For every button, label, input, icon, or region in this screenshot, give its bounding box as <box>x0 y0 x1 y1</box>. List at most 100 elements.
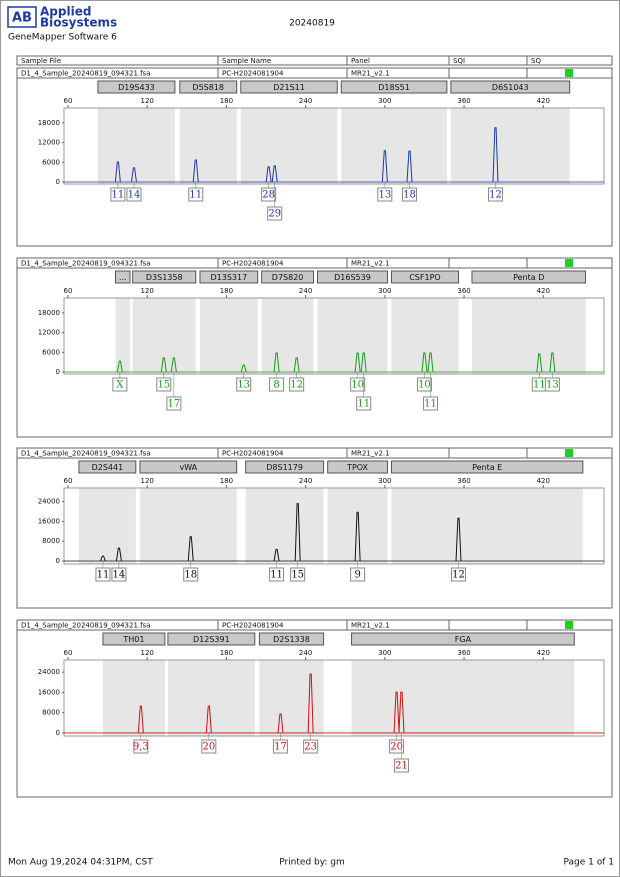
locus-box[interactable] <box>97 80 176 94</box>
peak <box>307 673 314 733</box>
locus-box[interactable] <box>199 270 259 284</box>
locus-box[interactable] <box>258 632 325 646</box>
peak <box>137 705 144 733</box>
column-name: Panel <box>351 57 370 65</box>
locus-box[interactable] <box>351 632 575 646</box>
y-tick-label: 0 <box>56 729 60 737</box>
allele-box[interactable] <box>416 377 432 392</box>
panel-sample-name: PC-H2024081904 <box>222 70 284 78</box>
allele-box[interactable] <box>393 758 409 773</box>
allele-box[interactable] <box>487 187 503 202</box>
allele-box[interactable] <box>389 739 405 754</box>
panel-panel: MR21_v2.1 <box>351 70 390 78</box>
y-tick-label: 6000 <box>42 158 60 166</box>
locus-box[interactable] <box>261 270 315 284</box>
locus-box[interactable] <box>240 80 338 94</box>
y-tick-label: 16000 <box>38 517 60 525</box>
locus-name: D6S1043 <box>492 83 529 92</box>
locus-box[interactable] <box>179 80 238 94</box>
peak <box>393 691 400 733</box>
locus-name: D18S51 <box>378 83 410 92</box>
bin-region <box>261 298 314 374</box>
allele-box[interactable] <box>267 206 283 221</box>
allele-box[interactable] <box>126 187 142 202</box>
peak <box>536 353 543 373</box>
panel-sample-file: D1_4_Sample_20240819_094321.fsa <box>21 622 151 630</box>
locus-box[interactable] <box>316 270 388 284</box>
bin-region <box>167 660 255 736</box>
allele-box[interactable] <box>451 567 467 582</box>
peak <box>115 547 122 562</box>
allele-box[interactable] <box>166 396 182 411</box>
allele-box[interactable] <box>402 187 418 202</box>
allele-box[interactable] <box>423 396 439 411</box>
allele-label: 17 <box>167 399 180 410</box>
allele-box[interactable] <box>290 567 306 582</box>
y-tick-label: 0 <box>56 557 60 565</box>
allele-box[interactable] <box>544 377 560 392</box>
column-name: Sample Name <box>222 57 271 65</box>
locus-box[interactable] <box>327 460 388 474</box>
sizing-quality <box>565 259 573 267</box>
locus-box[interactable] <box>167 632 256 646</box>
allele-box[interactable] <box>183 567 199 582</box>
x-tick-label: 120 <box>140 649 153 657</box>
allele-box[interactable] <box>110 187 126 202</box>
y-tick-label: 18000 <box>38 119 60 127</box>
panel-sample-file: D1_4_Sample_20240819_094321.fsa <box>21 260 151 268</box>
allele-label: 17 <box>274 742 287 753</box>
locus-name: D2S441 <box>92 463 124 472</box>
peak <box>273 548 280 562</box>
x-tick-label: 60 <box>63 477 72 485</box>
locus-box[interactable] <box>102 632 166 646</box>
locus-box[interactable] <box>132 270 197 284</box>
allele-box[interactable] <box>269 567 285 582</box>
panel-panel: MR21_v2.1 <box>351 450 390 458</box>
allele-box[interactable] <box>133 739 149 754</box>
panel-header <box>16 67 613 79</box>
allele-box[interactable] <box>156 377 172 392</box>
allele-box[interactable] <box>261 187 277 202</box>
locus-box[interactable] <box>450 80 571 94</box>
allele-label: 18 <box>184 570 197 581</box>
allele-box[interactable] <box>269 377 285 392</box>
allele-box[interactable] <box>273 739 289 754</box>
allele-box[interactable] <box>112 377 128 392</box>
allele-box[interactable] <box>111 567 127 582</box>
plot-area <box>63 487 605 565</box>
allele-box[interactable] <box>356 396 372 411</box>
allele-box[interactable] <box>350 377 366 392</box>
peak <box>99 555 106 562</box>
allele-box[interactable] <box>350 567 366 582</box>
allele-box[interactable] <box>236 377 252 392</box>
peak <box>492 127 499 183</box>
locus-box[interactable] <box>245 460 325 474</box>
locus-box[interactable] <box>340 80 448 94</box>
locus-box[interactable] <box>390 270 460 284</box>
panel-header <box>16 257 613 269</box>
y-tick-label: 18000 <box>38 309 60 317</box>
locus-name: D5S818 <box>192 83 224 92</box>
allele-label: 21 <box>395 761 408 772</box>
allele-label: 8 <box>273 380 279 391</box>
allele-box[interactable] <box>377 187 393 202</box>
x-tick-label: 360 <box>457 477 470 485</box>
allele-box[interactable] <box>188 187 204 202</box>
bin-region <box>102 660 165 736</box>
allele-label: 12 <box>489 190 502 201</box>
allele-box[interactable] <box>201 739 217 754</box>
locus-box[interactable] <box>139 460 238 474</box>
x-tick-label: 420 <box>537 97 550 105</box>
locus-name: D21S11 <box>273 83 305 92</box>
locus-box[interactable] <box>114 270 131 284</box>
locus-box[interactable] <box>390 460 584 474</box>
bin-region <box>341 108 447 184</box>
x-tick-label: 60 <box>63 97 72 105</box>
peak <box>187 536 194 562</box>
allele-box[interactable] <box>95 567 111 582</box>
allele-box[interactable] <box>289 377 305 392</box>
locus-box[interactable] <box>78 460 137 474</box>
locus-box[interactable] <box>471 270 587 284</box>
allele-box[interactable] <box>303 739 319 754</box>
